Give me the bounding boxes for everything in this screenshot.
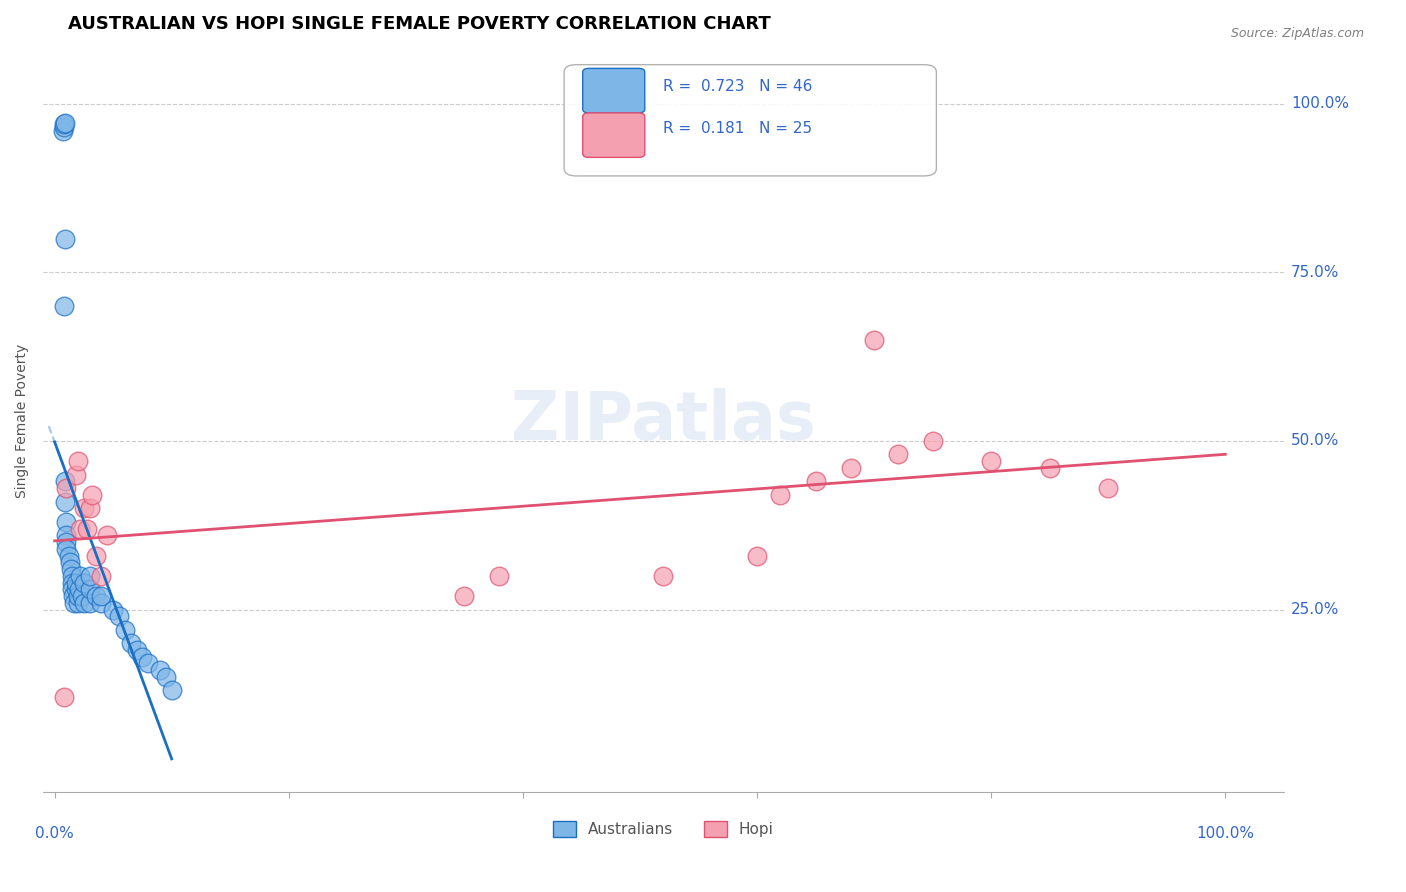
Australians xyxy=(55,515,77,529)
Australians xyxy=(55,541,77,556)
Hopi xyxy=(863,333,886,347)
Australians xyxy=(79,569,101,583)
Australians xyxy=(79,582,101,597)
Australians xyxy=(66,596,89,610)
Australians xyxy=(70,589,93,603)
Australians xyxy=(60,569,83,583)
Hopi xyxy=(488,569,510,583)
Australians xyxy=(155,670,177,684)
Text: 0.0%: 0.0% xyxy=(35,826,75,841)
Australians xyxy=(108,609,131,624)
Text: 75.0%: 75.0% xyxy=(1291,265,1339,280)
Australians xyxy=(67,582,90,597)
Australians xyxy=(73,596,96,610)
Hopi xyxy=(79,501,101,516)
Australians xyxy=(52,117,75,131)
Australians xyxy=(53,494,76,508)
Australians xyxy=(59,555,82,569)
Text: ZIPatlas: ZIPatlas xyxy=(510,388,815,454)
Australians xyxy=(69,569,91,583)
Hopi xyxy=(65,467,87,482)
FancyBboxPatch shape xyxy=(582,113,645,157)
Hopi xyxy=(76,522,98,536)
Hopi xyxy=(96,528,118,542)
Australians xyxy=(73,575,96,590)
Hopi xyxy=(453,589,475,603)
Australians xyxy=(55,535,77,549)
Australians xyxy=(66,589,89,603)
Hopi xyxy=(55,481,77,495)
Text: AUSTRALIAN VS HOPI SINGLE FEMALE POVERTY CORRELATION CHART: AUSTRALIAN VS HOPI SINGLE FEMALE POVERTY… xyxy=(67,15,770,33)
Australians xyxy=(53,232,76,246)
Hopi xyxy=(52,690,75,705)
Hopi xyxy=(980,454,1002,468)
Australians xyxy=(62,589,84,603)
Text: 100.0%: 100.0% xyxy=(1197,826,1254,841)
Hopi xyxy=(921,434,943,448)
Australians xyxy=(149,663,172,677)
Australians xyxy=(65,575,87,590)
Hopi xyxy=(73,501,96,516)
Australians xyxy=(52,120,75,135)
Australians xyxy=(52,124,75,138)
Australians xyxy=(55,528,77,542)
Hopi xyxy=(66,454,89,468)
Australians xyxy=(53,116,76,130)
Australians xyxy=(52,299,75,313)
Australians xyxy=(120,636,142,650)
Y-axis label: Single Female Poverty: Single Female Poverty xyxy=(15,343,30,498)
Legend: Australians, Hopi: Australians, Hopi xyxy=(547,815,780,843)
Hopi xyxy=(886,447,908,461)
Australians xyxy=(58,549,80,563)
Australians xyxy=(136,657,159,671)
Australians xyxy=(101,602,124,616)
Australians xyxy=(63,596,86,610)
Text: R =  0.181   N = 25: R = 0.181 N = 25 xyxy=(664,121,813,136)
Hopi xyxy=(769,488,792,502)
Australians xyxy=(65,582,87,597)
FancyBboxPatch shape xyxy=(582,69,645,113)
Hopi xyxy=(80,488,103,502)
Text: 50.0%: 50.0% xyxy=(1291,434,1339,449)
Hopi xyxy=(1039,461,1062,475)
Hopi xyxy=(804,475,827,489)
Australians xyxy=(53,475,76,489)
Australians xyxy=(79,596,101,610)
Text: Source: ZipAtlas.com: Source: ZipAtlas.com xyxy=(1230,27,1364,40)
Australians xyxy=(114,623,136,637)
Australians xyxy=(59,562,82,576)
Text: 25.0%: 25.0% xyxy=(1291,602,1339,617)
Hopi xyxy=(652,569,675,583)
Hopi xyxy=(1097,481,1119,495)
Hopi xyxy=(839,461,862,475)
Australians xyxy=(84,589,107,603)
Text: 100.0%: 100.0% xyxy=(1291,96,1348,112)
Australians xyxy=(125,643,148,657)
Text: R =  0.723   N = 46: R = 0.723 N = 46 xyxy=(664,78,813,94)
Hopi xyxy=(90,569,112,583)
Hopi xyxy=(745,549,768,563)
FancyBboxPatch shape xyxy=(564,64,936,176)
Hopi xyxy=(69,522,91,536)
Australians xyxy=(90,589,112,603)
Australians xyxy=(160,683,183,698)
Australians xyxy=(60,582,83,597)
Australians xyxy=(131,649,153,664)
Australians xyxy=(90,596,112,610)
Hopi xyxy=(84,549,107,563)
Australians xyxy=(60,575,83,590)
